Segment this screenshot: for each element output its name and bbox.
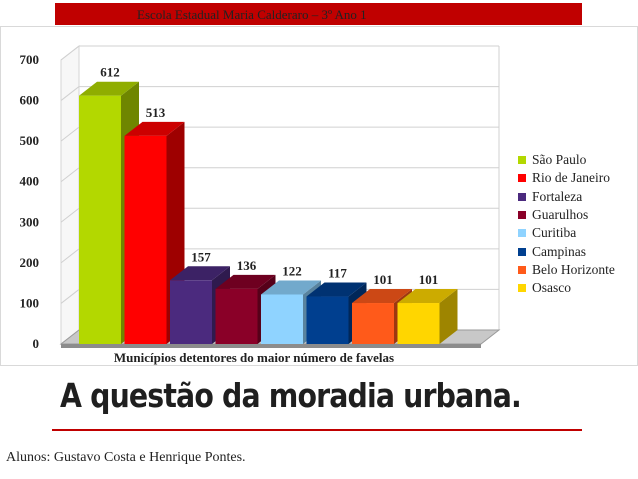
legend-label: Fortaleza <box>532 188 583 204</box>
gridline-side <box>60 126 80 142</box>
data-label: 157 <box>191 249 211 264</box>
bar-top <box>124 121 185 136</box>
y-tick-label: 200 <box>20 255 40 270</box>
legend-swatch <box>518 156 526 165</box>
bar <box>79 95 121 345</box>
bar-top <box>79 81 139 96</box>
bar <box>352 303 394 344</box>
gridline-side <box>60 167 80 183</box>
legend-item: Campinas <box>518 242 615 260</box>
gridline-side <box>60 207 80 223</box>
headline-underline <box>52 429 582 431</box>
y-tick-label: 600 <box>20 93 40 108</box>
y-tick-label: 300 <box>20 214 40 229</box>
data-label: 612 <box>100 65 120 80</box>
bar <box>261 294 303 344</box>
legend-item: Osasco <box>518 279 615 297</box>
top-banner: Escola Estadual Maria Calderaro – 3º Ano… <box>55 3 582 25</box>
bar-chart: 0 100 200 300 400 500 600 700 612 513 157 136 122 117… <box>20 44 501 365</box>
gridline-side <box>60 289 80 304</box>
page-headline: A questão da moradia urbana. <box>60 376 522 415</box>
gridline-side <box>60 45 80 61</box>
legend-label: Rio de Janeiro <box>532 170 610 186</box>
legend-swatch <box>518 174 526 183</box>
legend-item: Curitiba <box>518 224 615 242</box>
legend-label: Guarulhos <box>532 207 589 223</box>
bar-top <box>261 280 321 295</box>
bar-top <box>306 282 367 297</box>
gridline-side <box>60 248 80 264</box>
chart-legend: São Paulo Rio de Janeiro Fortaleza Guarulho… <box>518 151 615 297</box>
chart-floor-edge <box>61 344 481 348</box>
legend-swatch <box>518 192 526 201</box>
bar-top <box>215 274 276 289</box>
data-label: 101 <box>373 272 393 287</box>
legend-swatch <box>518 247 526 256</box>
legend-item: Fortaleza <box>518 188 615 206</box>
bar <box>215 288 258 344</box>
data-label: 117 <box>328 266 347 281</box>
gridline-side <box>60 86 80 101</box>
authors-credit: Alunos: Gustavo Costa e Henrique Pontes. <box>6 450 246 465</box>
data-label: 122 <box>282 264 302 279</box>
legend-label: Belo Horizonte <box>532 261 615 277</box>
legend-swatch <box>518 284 526 293</box>
y-tick-label: 400 <box>20 174 40 189</box>
y-tick-label: 700 <box>20 52 40 67</box>
legend-label: Osasco <box>532 280 571 296</box>
bar-top <box>352 289 412 304</box>
legend-item: Guarulhos <box>518 206 615 224</box>
y-tick-label: 100 <box>20 295 40 310</box>
legend-item: Belo Horizonte <box>518 261 615 279</box>
bar <box>124 135 167 344</box>
bar <box>306 296 349 344</box>
chart-area: 0 100 200 300 400 500 600 700 612 513 157 136 122 117… <box>0 26 638 366</box>
legend-swatch <box>518 211 526 220</box>
banner-text: Escola Estadual Maria Calderaro – 3º Ano… <box>137 7 367 22</box>
y-tick-label: 500 <box>20 133 40 148</box>
legend-swatch <box>518 265 526 274</box>
legend-swatch <box>518 229 526 238</box>
y-tick-label: 0 <box>33 336 40 351</box>
bar-side <box>439 289 458 344</box>
legend-label: Campinas <box>532 243 586 259</box>
bar-top <box>170 266 230 281</box>
data-label: 136 <box>237 258 257 273</box>
legend-item: Rio de Janeiro <box>518 169 615 187</box>
data-label: 101 <box>419 272 439 287</box>
legend-label: São Paulo <box>532 152 587 168</box>
bar-top <box>397 289 458 304</box>
data-label: 513 <box>146 105 166 120</box>
bar <box>397 303 440 344</box>
legend-item: São Paulo <box>518 151 615 169</box>
x-axis-label: Municípios detentores do maior número de… <box>114 350 394 365</box>
chart-side-wall <box>60 44 80 346</box>
legend-label: Curitiba <box>532 225 577 241</box>
bar <box>170 280 212 344</box>
